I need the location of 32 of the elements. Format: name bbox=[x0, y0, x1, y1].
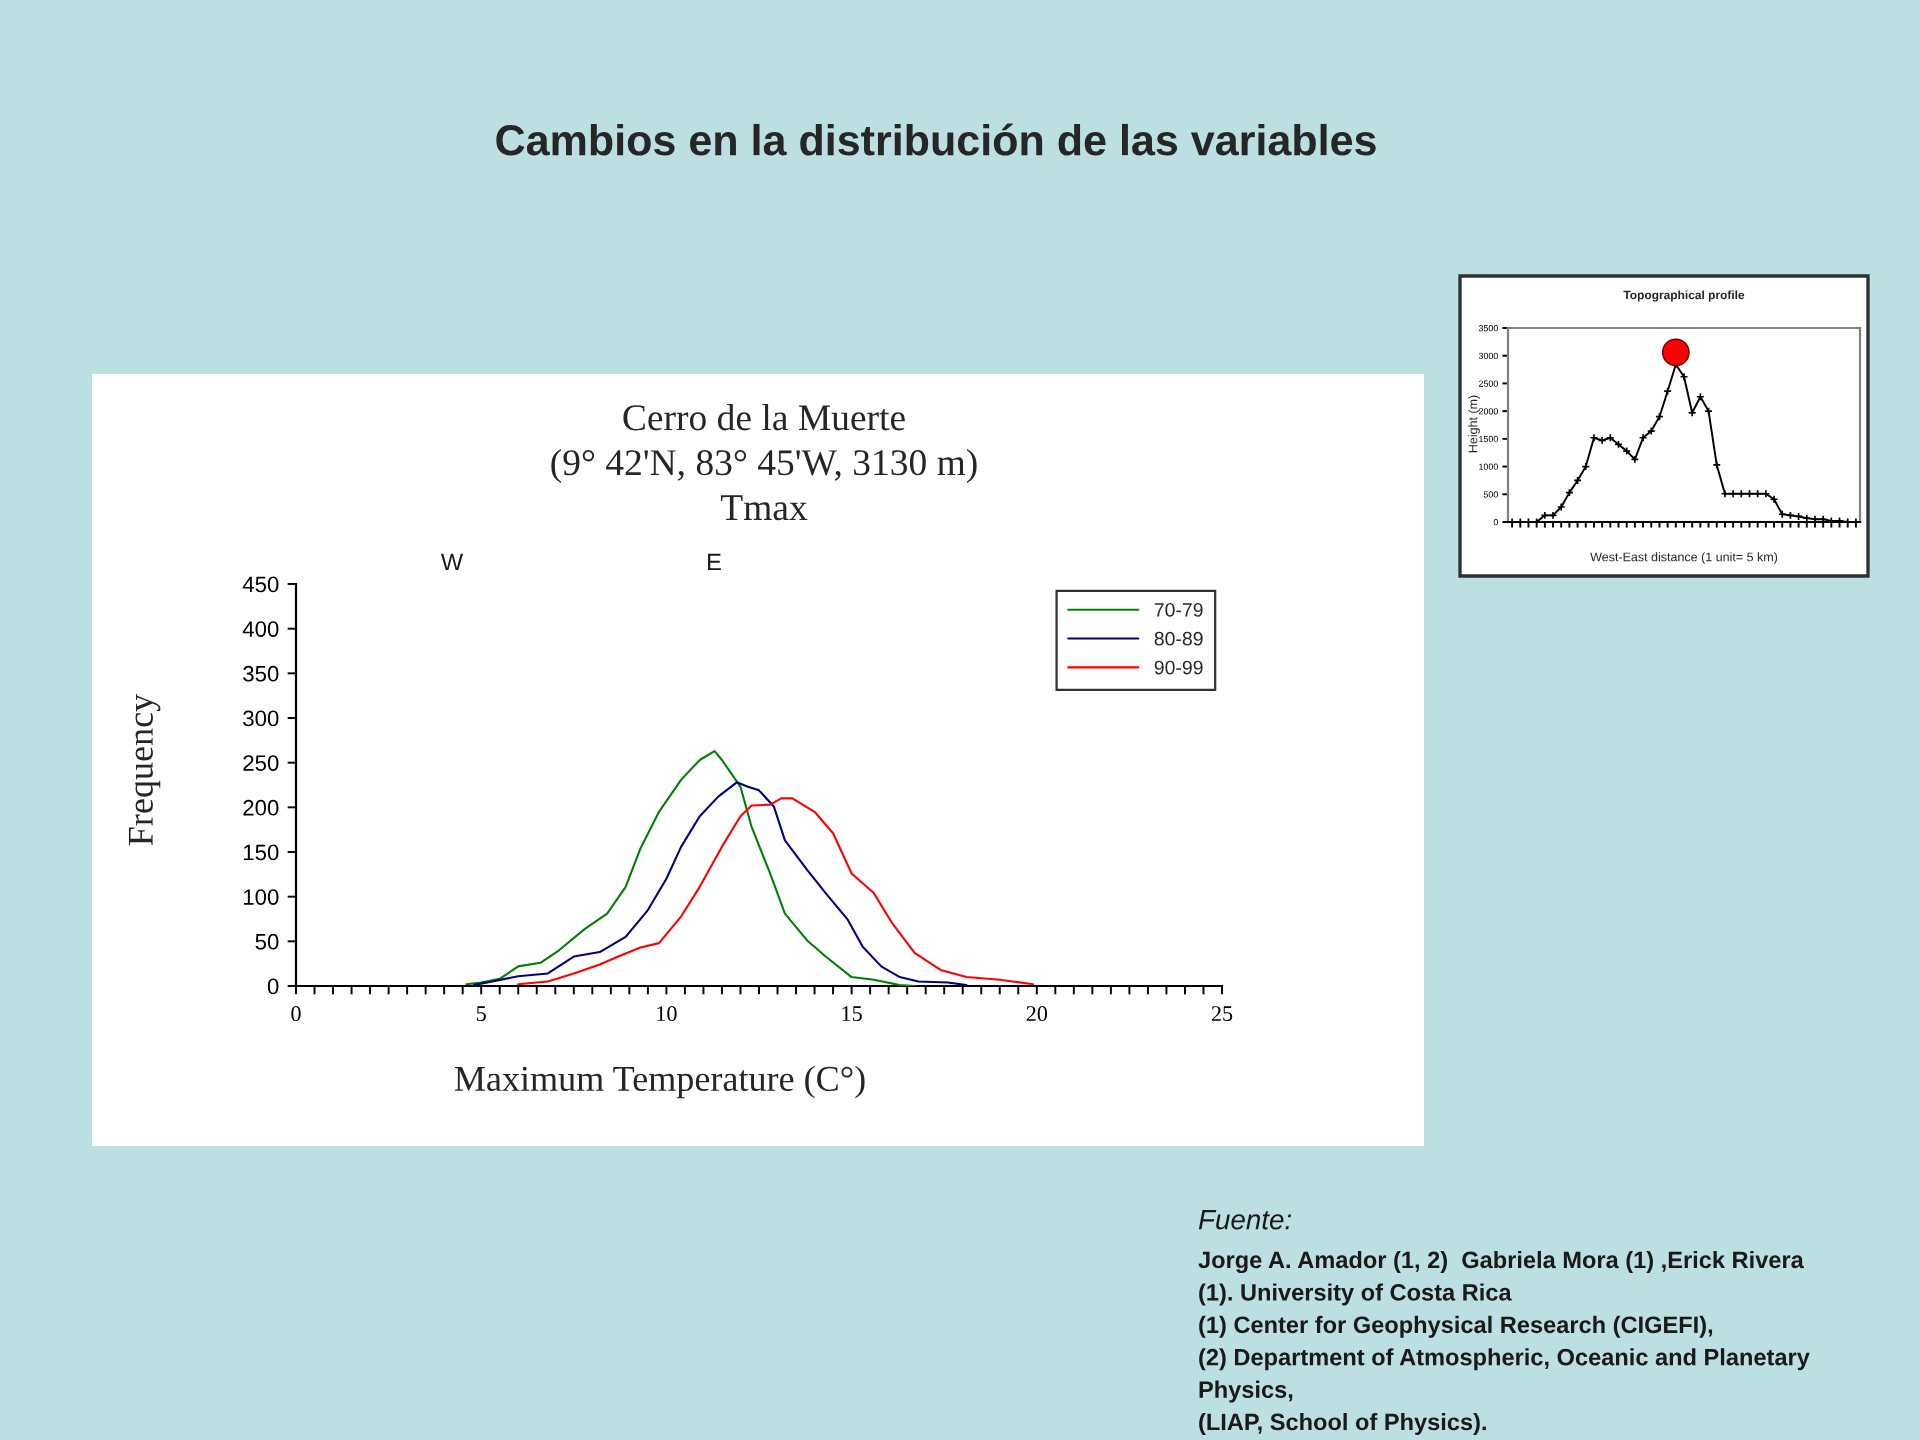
y-tick-label: 350 bbox=[243, 665, 279, 682]
text: E bbox=[708, 553, 721, 571]
text: Jorge A. Amador (1, 2) Gabriela Mora (1) ,Erick Rivera bbox=[1198, 1250, 1804, 1274]
x-tick-label: 15 bbox=[842, 1006, 862, 1022]
text: (1). University of Costa Rica bbox=[1199, 1283, 1512, 1306]
source-note: Fuente: bbox=[1198, 1210, 1292, 1230]
x-tick-label: 20 bbox=[1026, 1006, 1048, 1022]
y-tick-label: 0 bbox=[267, 978, 279, 995]
x-axis-title: Maximum Temperature (C°) bbox=[454, 1065, 865, 1099]
y-tick-label: 450 bbox=[242, 576, 279, 593]
y-tick-label: 50 bbox=[255, 933, 279, 950]
y-tick-label: 250 bbox=[243, 755, 279, 771]
y-tick-label: 150 bbox=[243, 844, 279, 861]
legend-label: 90-99 bbox=[1154, 660, 1203, 675]
text: Physics, bbox=[1199, 1380, 1293, 1403]
text: W bbox=[440, 553, 464, 571]
legend-label: 70-79 bbox=[1154, 602, 1203, 617]
y-axis-title: Frequency bbox=[128, 693, 161, 846]
y-tick-label: 100 bbox=[243, 889, 279, 905]
legend-label: 80-89 bbox=[1154, 631, 1203, 646]
text: (LIAP, School of Physics). bbox=[1199, 1412, 1486, 1436]
y-tick-label: 200 bbox=[243, 799, 279, 816]
y-tick-label: 300 bbox=[243, 710, 279, 727]
x-tick-label: 0 bbox=[291, 1006, 301, 1022]
text: (2) Department of Atmospheric, Oceanic and Planetary bbox=[1199, 1348, 1810, 1371]
x-tick-label: 5 bbox=[476, 1006, 486, 1022]
x-tick-label: 25 bbox=[1211, 1006, 1233, 1022]
chart-subtitle: Cerro de la Muerte (9° 42'N, 83° 45'W, 3130 m) Tmax bbox=[551, 404, 977, 521]
y-tick-label: 400 bbox=[242, 621, 279, 637]
text: (1) Center for Geophysical Research (CIGEFI), bbox=[1199, 1315, 1713, 1338]
chart-title: Cambios en la distribución de las variables bbox=[496, 123, 1376, 156]
x-tick-label: 10 bbox=[657, 1006, 677, 1022]
